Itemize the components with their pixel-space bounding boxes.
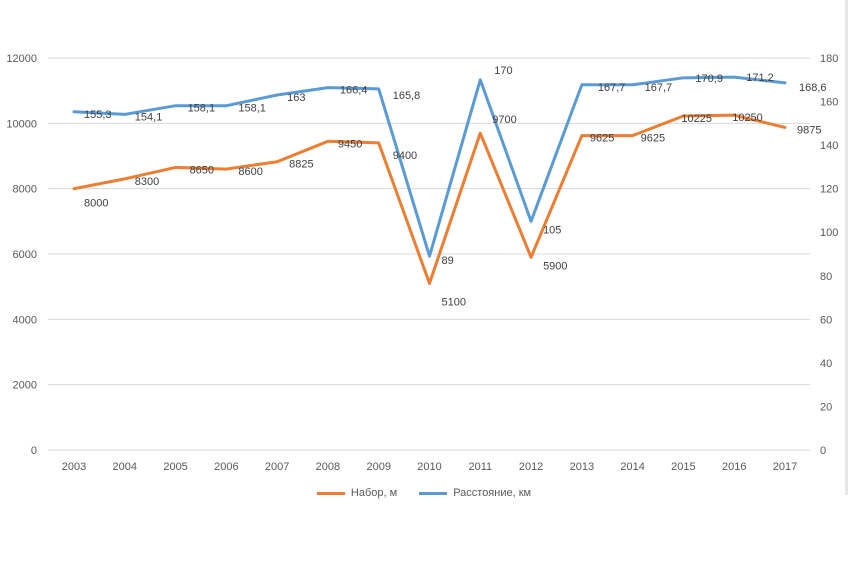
- right-tick-label: 80: [820, 271, 832, 283]
- gridlines: [48, 57, 810, 451]
- x-tick-label: 2005: [163, 461, 187, 473]
- data-label-series-1: 158,1: [188, 103, 216, 115]
- left-axis-ticks: 0 2000 4000 6000 8000 10000 12000: [6, 53, 37, 457]
- right-tick-label: 140: [820, 140, 838, 152]
- data-label-series-0: 8650: [190, 164, 214, 176]
- data-label-series-0: 8300: [135, 176, 159, 188]
- left-tick-label: 10000: [6, 118, 37, 130]
- data-label-series-0: 8825: [289, 159, 313, 171]
- x-tick-label: 2014: [620, 461, 644, 473]
- data-label-series-1: 166,4: [340, 85, 368, 97]
- left-tick-label: 0: [31, 445, 37, 457]
- data-label-series-1: 154,1: [135, 111, 163, 123]
- x-tick-label: 2013: [570, 461, 594, 473]
- data-label-series-0: 5100: [442, 296, 466, 308]
- data-label-series-0: 9625: [641, 133, 665, 145]
- data-label-series-0: 10250: [732, 112, 763, 124]
- legend-swatch-nabor: [316, 491, 345, 495]
- right-tick-label: 60: [820, 314, 832, 326]
- right-tick-label: 0: [820, 445, 826, 457]
- right-edge-strip: [845, 0, 848, 495]
- x-tick-label: 2003: [62, 461, 86, 473]
- data-labels: 8000 8300 8650 8600 8825 9450 9400 5100 9700 5900…: [84, 65, 827, 309]
- data-label-series-1: 89: [442, 255, 454, 267]
- right-tick-label: 100: [820, 227, 838, 239]
- data-label-series-0: 8000: [84, 198, 108, 210]
- x-tick-label: 2012: [519, 461, 543, 473]
- legend-swatch-rasstoyanie: [419, 491, 448, 495]
- data-label-series-1: 168,6: [799, 82, 827, 94]
- data-label-series-1: 171,2: [746, 72, 774, 84]
- right-tick-label: 20: [820, 401, 832, 413]
- x-tick-label: 2008: [316, 461, 340, 473]
- x-tick-label: 2017: [773, 461, 797, 473]
- x-tick-label: 2016: [722, 461, 746, 473]
- data-label-series-0: 5900: [543, 260, 567, 272]
- data-label-series-1: 165,8: [393, 90, 421, 102]
- right-tick-label: 40: [820, 358, 832, 370]
- right-axis-ticks: 0 20 40 60 80 100 120 140 160 180: [820, 53, 838, 457]
- dual-axis-line-chart: 0 2000 4000 6000 8000 10000 12000 0 20 40 60 80 100…: [6, 53, 838, 473]
- left-tick-label: 12000: [6, 53, 37, 65]
- x-tick-label: 2009: [366, 461, 390, 473]
- series-line-1: [72, 75, 787, 258]
- x-tick-label: 2010: [417, 461, 441, 473]
- data-label-series-1: 158,1: [238, 103, 266, 115]
- data-label-series-1: 170: [494, 65, 512, 77]
- left-tick-label: 8000: [13, 184, 37, 196]
- legend: Набор, м Расстояние, км: [0, 487, 848, 499]
- legend-item-rasstoyanie: Расстояние, км: [419, 487, 531, 499]
- left-tick-label: 4000: [13, 314, 37, 326]
- data-label-series-1: 167,7: [645, 82, 673, 94]
- data-label-series-0: 9625: [590, 133, 614, 145]
- x-tick-label: 2015: [671, 461, 695, 473]
- x-tick-label: 2011: [468, 461, 492, 473]
- x-axis-ticks: 2003 2004 2005 2006 2007 2008 2009 2010 2011 2012…: [62, 461, 797, 473]
- data-label-series-0: 9700: [492, 114, 516, 126]
- data-label-series-0: 9875: [797, 124, 821, 136]
- data-label-series-1: 155,3: [84, 109, 112, 121]
- data-label-series-0: 9450: [338, 138, 362, 150]
- data-label-series-1: 163: [287, 92, 305, 104]
- data-label-series-0: 10225: [681, 113, 712, 125]
- data-label-series-1: 170,9: [695, 73, 723, 85]
- data-label-series-1: 105: [543, 224, 561, 236]
- data-label-series-0: 9400: [393, 150, 417, 162]
- data-label-series-0: 8600: [238, 166, 262, 178]
- series-line-0: [72, 113, 787, 285]
- x-tick-label: 2004: [113, 461, 137, 473]
- series-lines: [72, 75, 787, 285]
- x-tick-label: 2006: [214, 461, 238, 473]
- right-tick-label: 120: [820, 184, 838, 196]
- legend-item-nabor: Набор, м: [316, 487, 398, 499]
- left-tick-label: 6000: [13, 249, 37, 261]
- legend-label-nabor: Набор, м: [350, 487, 398, 499]
- legend-label-rasstoyanie: Расстояние, км: [453, 487, 532, 499]
- right-tick-label: 160: [820, 97, 838, 109]
- left-tick-label: 2000: [13, 380, 37, 392]
- right-tick-label: 180: [820, 53, 838, 65]
- data-label-series-1: 167,7: [598, 82, 626, 94]
- x-tick-label: 2007: [265, 461, 289, 473]
